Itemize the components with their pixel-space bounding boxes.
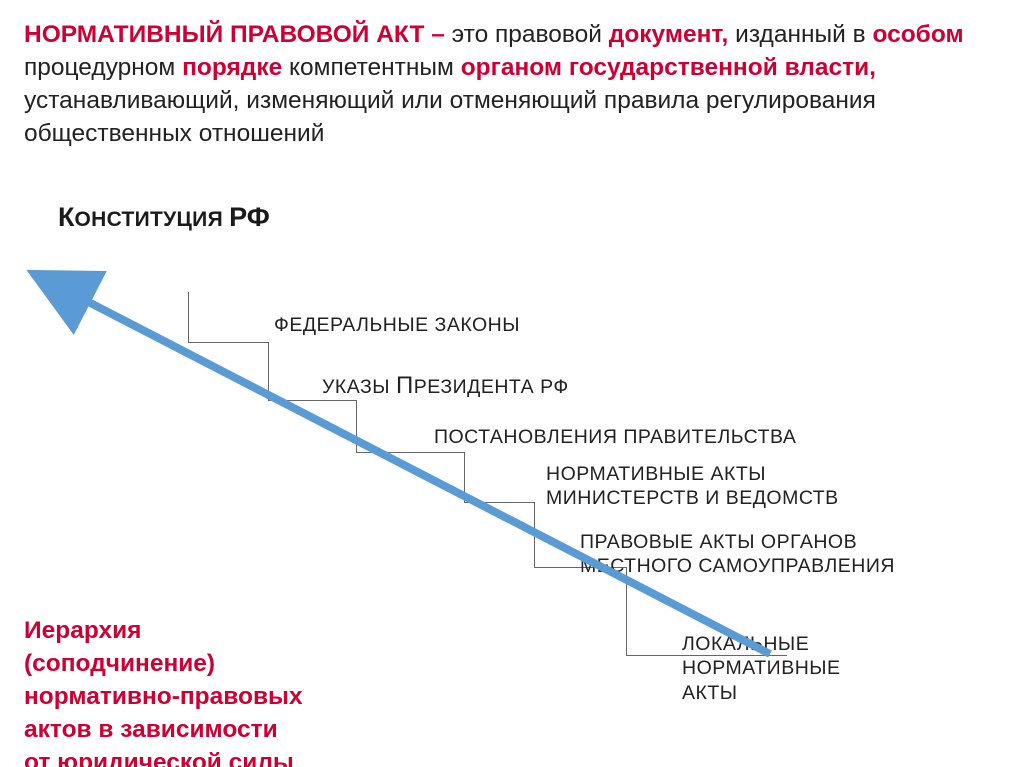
page: НОРМАТИВНЫЙ ПРАВОВОЙ АКТ – это правовой …: [0, 0, 1024, 767]
caption-line: (соподчинение): [24, 647, 303, 680]
caption-line: актов в зависимости: [24, 713, 303, 746]
hierarchy-caption: Иерархия (соподчинение) нормативно-право…: [24, 614, 303, 767]
caption-line: нормативно-правовых: [24, 680, 303, 713]
caption-line: Иерархия: [24, 614, 303, 647]
caption-line: от юридической силы: [24, 746, 303, 767]
